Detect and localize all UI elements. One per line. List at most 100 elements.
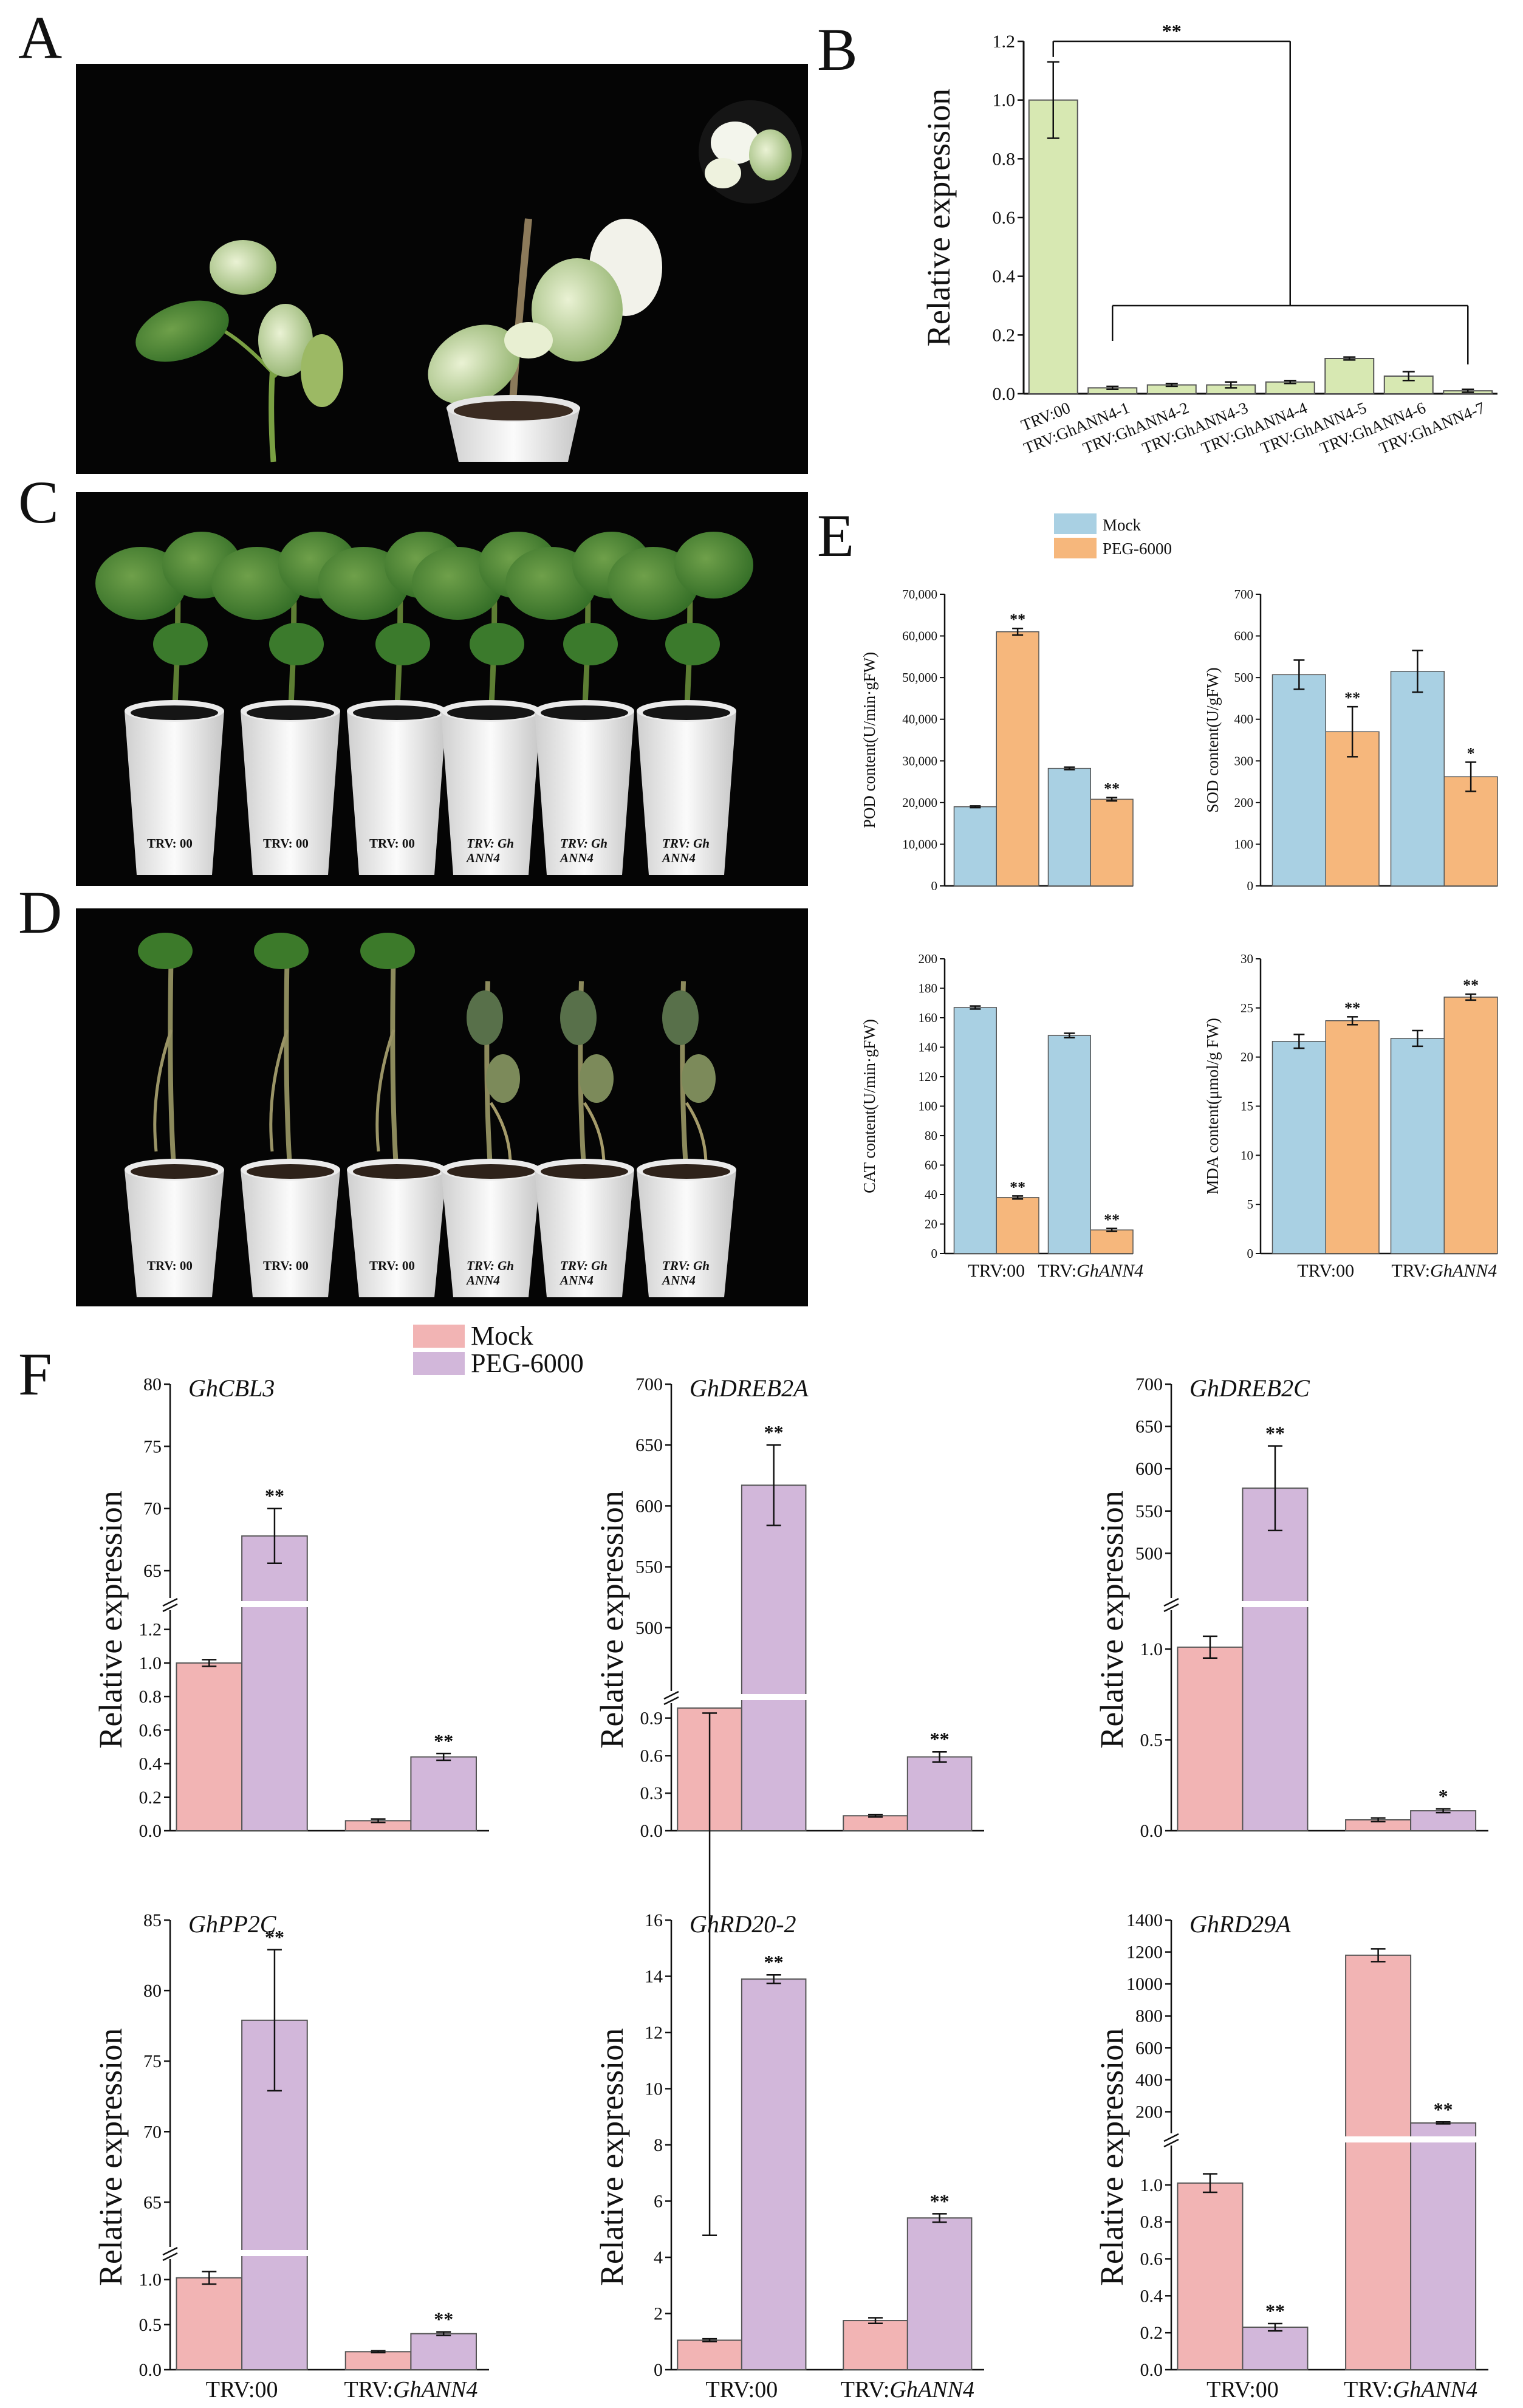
significance-marker: ** [434,1730,453,1752]
bar-peg [410,1756,477,1831]
pot-label-line: ANN4 [661,1273,696,1288]
error-bar [371,2350,386,2354]
error-bar [1106,1227,1118,1232]
bar-peg [906,1756,973,1831]
significance-marker: ** [265,1926,284,1948]
significance-marker: ** [1104,1211,1120,1229]
y-tick-label: 0.0 [139,1821,162,1841]
error-bar [766,1974,781,1984]
bar-mock [953,806,997,887]
y-tick-label: 2 [654,2304,663,2324]
y-tick-label: 0.5 [1140,1730,1163,1750]
y-tick-label: 0.2 [1140,2323,1163,2343]
significance-marker: ** [1265,1422,1285,1444]
bar-break-gap [739,1694,808,1700]
y-tick-label: 200 [1234,795,1254,810]
bar-peg [241,1535,308,1832]
y-tick-label: 700 [1135,1374,1163,1394]
bar-mock [344,2351,412,2370]
panel-letter-e: E [817,502,854,569]
y-tick-label: 8 [654,2135,663,2155]
bar-mock [1271,674,1326,887]
bar-mock [677,2339,742,2370]
y-tick-label: 10,000 [902,837,937,851]
x-tick-label: TRV:GhANN4 [841,2377,974,2403]
soil [131,1164,218,1179]
pot-label: TRV: Gh ANN4 [661,836,710,865]
bar [1324,358,1375,394]
panel-letter-a: A [18,4,62,71]
pot-label-line: TRV: Gh [467,836,514,851]
pot [125,1170,224,1297]
bar-break-gap [1344,2136,1413,2142]
y-axis-label: SOD content(U/gFW) [1203,667,1222,812]
axis-break [663,1690,679,1706]
leaf [674,532,753,599]
significance-marker: ** [764,1421,784,1443]
wilted-leaf [375,1029,395,1152]
y-tick-label: 1000 [1126,1974,1163,1994]
label-part: TRV: [344,2377,393,2403]
error-bar [1436,1808,1451,1814]
potted-plant: TRV: Gh ANN4 [441,981,541,1297]
y-tick-label: 0.0 [1140,2360,1163,2380]
leaf [486,1054,520,1103]
soil [643,1164,730,1179]
pot [535,711,634,875]
pot-label-line: TRV: Gh [662,1258,710,1273]
error-bar [970,805,981,809]
bar-peg [1410,2122,1477,2370]
pot-label: TRV: 00 [147,836,193,851]
bar-peg [410,2333,477,2371]
subplot-f: 500 550 600 650 700 0.0 0.3 0.6 0.9 GhDREB2A Relat… [594,1374,984,2237]
legend-swatch-mock [413,1325,465,1348]
y-tick-label: 550 [1135,1501,1163,1521]
error-bar [267,1508,282,1565]
potted-plant: TRV: Gh ANN4 [505,532,651,875]
subplot-f: 65 70 75 80 0.0 0.2 0.4 0.6 0.8 1.0 1.2 GhCBL3 Relat… [92,1374,489,1841]
y-tick-label: 70 [143,2122,162,2142]
y-tick-label: 0 [654,2360,663,2380]
soil [541,705,628,720]
y-tick-label: 700 [1234,587,1254,602]
soil [643,705,730,720]
pot [441,1170,541,1297]
y-axis-label: Relative expression [92,1490,129,1748]
y-tick-label: 6 [654,2192,663,2212]
y-tick-label: 0.0 [993,384,1016,404]
x-tick-label: TRV:GhANN4 [1344,2377,1477,2403]
y-tick-label: 600 [1234,629,1254,643]
y-axis-label: POD content(U/min·gFW) [860,652,878,828]
y-tick-label: 50,000 [902,670,937,685]
pot-label-line: ANN4 [559,1273,594,1288]
y-tick-label: 0.8 [993,149,1016,169]
error-bar [1293,659,1305,690]
error-bar [970,1005,981,1010]
y-tick-label: 10 [645,2079,663,2099]
soil [541,1164,628,1179]
error-bar [1284,380,1296,385]
pot [347,711,447,875]
y-axis-label: Relative expression [920,89,957,346]
bar-mock [953,1007,997,1254]
y-tick-label: 15 [1241,1099,1253,1114]
label-part: TRV: [1038,1261,1076,1281]
y-tick-label: 75 [143,2051,162,2071]
significance-marker: ** [1162,20,1182,42]
subplot-e: 0 10,000 20,000 30,000 40,000 50,000 60,000 70,… [860,587,1134,893]
legend-label-mock: Mock [471,1321,533,1351]
significance-marker: ** [1344,999,1360,1017]
bar-mock [1047,767,1091,887]
leaf [470,623,524,665]
error-bar [932,1751,947,1763]
error-bar [1371,1948,1386,1963]
axis-break [1163,1597,1179,1613]
bar-peg [1410,1810,1477,1831]
y-axis-label: Relative expression [594,1490,630,1748]
error-bar [267,1949,282,2092]
error-bar [1293,1034,1305,1049]
bar-mock [1271,1041,1326,1254]
bar-mock [843,2320,908,2370]
error-bar [702,1712,717,2237]
